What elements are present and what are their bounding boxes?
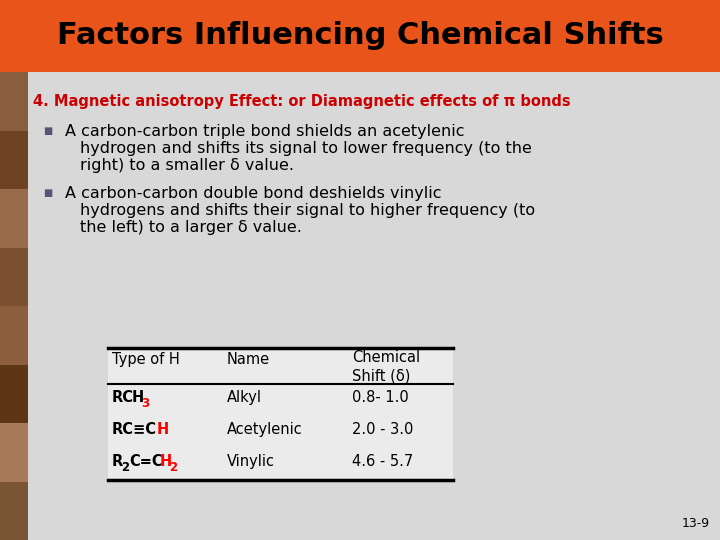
Text: Factors Influencing Chemical Shifts: Factors Influencing Chemical Shifts (57, 22, 663, 51)
FancyBboxPatch shape (0, 306, 28, 364)
Text: R: R (112, 454, 123, 469)
Text: A carbon-carbon double bond deshields vinylic: A carbon-carbon double bond deshields vi… (65, 186, 441, 201)
Text: H: H (157, 422, 169, 437)
Text: ■: ■ (43, 126, 53, 136)
Text: A carbon-carbon triple bond shields an acetylenic: A carbon-carbon triple bond shields an a… (65, 124, 464, 139)
Text: Name: Name (227, 352, 270, 367)
Text: 0.8- 1.0: 0.8- 1.0 (352, 390, 409, 405)
Text: the left) to a larger δ value.: the left) to a larger δ value. (80, 220, 302, 235)
Text: ■: ■ (43, 188, 53, 198)
Text: Alkyl: Alkyl (227, 390, 262, 405)
FancyBboxPatch shape (0, 364, 28, 423)
Text: hydrogen and shifts its signal to lower frequency (to the: hydrogen and shifts its signal to lower … (80, 141, 532, 156)
FancyBboxPatch shape (0, 131, 28, 189)
Text: Type of H: Type of H (112, 352, 180, 367)
FancyBboxPatch shape (0, 0, 720, 72)
Text: Chemical
Shift (δ): Chemical Shift (δ) (352, 350, 420, 383)
Text: H: H (132, 390, 144, 405)
Text: 3: 3 (141, 397, 149, 410)
Text: 4.6 - 5.7: 4.6 - 5.7 (352, 454, 413, 469)
FancyBboxPatch shape (108, 348, 453, 482)
Text: 2.0 - 3.0: 2.0 - 3.0 (352, 422, 413, 437)
FancyBboxPatch shape (0, 482, 28, 540)
Text: RC≡C: RC≡C (112, 422, 157, 437)
Text: H: H (160, 454, 172, 469)
Text: 2: 2 (169, 461, 177, 474)
Text: C=C: C=C (129, 454, 163, 469)
Text: 13-9: 13-9 (682, 517, 710, 530)
Text: hydrogens and shifts their signal to higher frequency (to: hydrogens and shifts their signal to hig… (80, 203, 535, 218)
FancyBboxPatch shape (0, 247, 28, 306)
Text: Acetylenic: Acetylenic (227, 422, 302, 437)
Text: right) to a smaller δ value.: right) to a smaller δ value. (80, 158, 294, 173)
FancyBboxPatch shape (0, 72, 28, 540)
FancyBboxPatch shape (0, 189, 28, 247)
FancyBboxPatch shape (0, 423, 28, 482)
Text: 4. Magnetic anisotropy Effect: or Diamagnetic effects of π bonds: 4. Magnetic anisotropy Effect: or Diamag… (33, 94, 571, 109)
Text: RC: RC (112, 390, 134, 405)
Text: 2: 2 (121, 461, 129, 474)
Text: Vinylic: Vinylic (227, 454, 275, 469)
FancyBboxPatch shape (0, 72, 28, 131)
